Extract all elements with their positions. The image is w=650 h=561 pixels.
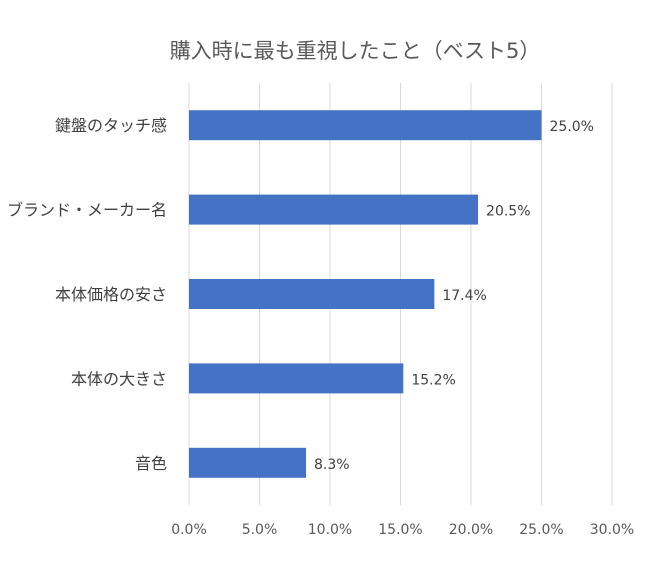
category-label: 鍵盤のタッチ感 — [55, 116, 167, 135]
bar — [189, 363, 404, 394]
x-tick-label: 25.0% — [519, 522, 563, 538]
x-tick-label: 30.0% — [590, 522, 634, 538]
data-label: 17.4% — [442, 288, 486, 304]
x-tick-label: 15.0% — [378, 522, 422, 538]
x-tick-label: 10.0% — [308, 522, 352, 538]
bar — [189, 194, 479, 225]
chart-title: 購入時に最も重視したこと（ベスト5） — [170, 39, 541, 63]
bar — [189, 279, 435, 309]
category-label: ブランド・メーカー名 — [7, 201, 167, 220]
bar — [189, 110, 542, 141]
x-tick-label: 5.0% — [242, 522, 278, 538]
data-label: 20.5% — [486, 204, 530, 220]
data-label: 15.2% — [411, 372, 455, 388]
x-tick-label: 20.0% — [449, 522, 493, 538]
category-label: 音色 — [135, 454, 167, 473]
category-label: 本体価格の安さ — [55, 285, 167, 304]
data-label: 8.3% — [314, 457, 350, 473]
category-label: 本体の大きさ — [71, 369, 167, 388]
data-label: 25.0% — [550, 119, 594, 135]
bar — [189, 447, 307, 478]
x-tick-label: 0.0% — [171, 522, 207, 538]
